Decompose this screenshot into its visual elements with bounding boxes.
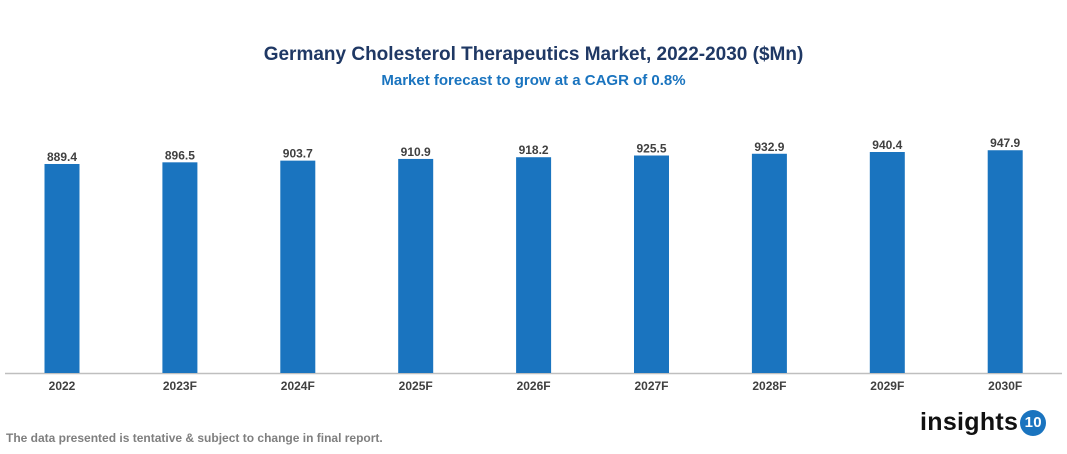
x-tick-label-2028F: 2028F — [752, 379, 786, 393]
x-tick-label-2029F: 2029F — [870, 379, 904, 393]
bar-2028F — [751, 153, 787, 373]
bar-2030F — [987, 150, 1023, 373]
logo-badge: 10 — [1020, 409, 1047, 436]
bar-2027F — [634, 155, 669, 373]
chart-subtitle: Market forecast to grow at a CAGR of 0.8… — [381, 72, 686, 89]
insights10-logo: insights 10 — [920, 408, 1047, 437]
x-tick-label-2030F: 2030F — [988, 379, 1022, 393]
logo-text: insights — [920, 408, 1019, 436]
bar-2025F — [398, 158, 434, 373]
data-label-2025F: 910.9 — [401, 145, 431, 159]
data-label-2030F: 947.9 — [990, 136, 1020, 150]
x-tick-label-2023F: 2023F — [163, 379, 197, 393]
bar-2023F — [162, 162, 198, 373]
data-label-2024F: 903.7 — [283, 147, 313, 161]
data-label-2023F: 896.5 — [165, 148, 195, 162]
data-label-2028F: 932.9 — [754, 140, 784, 154]
x-tick-label-2022: 2022 — [49, 379, 76, 393]
x-tick-label-2024F: 2024F — [281, 379, 315, 393]
data-label-2027F: 925.5 — [636, 142, 666, 156]
bar-2022 — [44, 163, 80, 373]
disclaimer-note: The data presented is tentative & subjec… — [6, 431, 383, 445]
data-label-2029F: 940.4 — [872, 138, 902, 152]
x-tick-label-2026F: 2026F — [517, 379, 551, 393]
chart-title: Germany Cholesterol Therapeutics Market,… — [263, 44, 804, 65]
bar-2026F — [516, 157, 552, 373]
data-label-2022: 889.4 — [47, 150, 77, 164]
x-tick-label-2025F: 2025F — [399, 379, 433, 393]
data-label-2026F: 918.2 — [519, 143, 549, 157]
x-tick-label-2027F: 2027F — [634, 379, 668, 393]
bar-2024F — [280, 160, 316, 373]
bar-2029F — [869, 152, 905, 373]
